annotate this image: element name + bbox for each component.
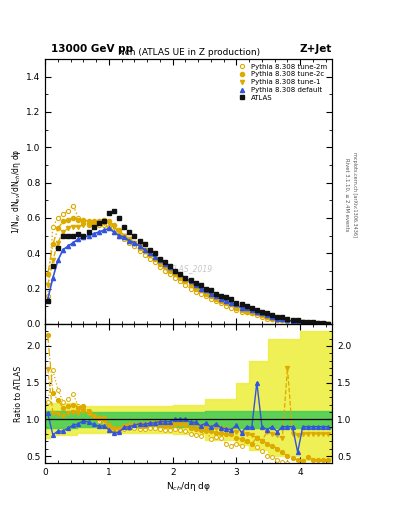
Pythia 8.308 tune-1	[152, 253, 157, 260]
Title: Nch (ATLAS UE in Z production): Nch (ATLAS UE in Z production)	[118, 48, 260, 57]
Text: Rivet 3.1.10, ≥ 2.4M events: Rivet 3.1.10, ≥ 2.4M events	[344, 158, 349, 231]
Pythia 8.308 tune-2m	[71, 202, 75, 208]
Y-axis label: 1/N$_{ev}$ dN$_{ev}$/dN$_{ch}$/dη dφ: 1/N$_{ev}$ dN$_{ev}$/dN$_{ch}$/dη dφ	[10, 148, 23, 234]
ATLAS	[234, 300, 239, 306]
Pythia 8.308 tune-2c	[234, 305, 239, 311]
Pythia 8.308 tune-2c	[326, 321, 331, 327]
Pythia 8.308 default	[321, 321, 325, 327]
Pythia 8.308 tune-2m	[234, 307, 239, 313]
Y-axis label: Ratio to ATLAS: Ratio to ATLAS	[14, 366, 23, 422]
ATLAS	[152, 250, 157, 257]
Pythia 8.308 tune-1	[321, 321, 325, 327]
Pythia 8.308 default	[234, 302, 239, 308]
Line: Pythia 8.308 tune-2c: Pythia 8.308 tune-2c	[46, 216, 331, 326]
Pythia 8.308 tune-2m	[265, 315, 270, 322]
X-axis label: N$_{ch}$/dη dφ: N$_{ch}$/dη dφ	[166, 480, 211, 493]
Line: ATLAS: ATLAS	[45, 208, 331, 326]
Text: mcplots.cern.ch [arXiv:1306.3436]: mcplots.cern.ch [arXiv:1306.3436]	[352, 152, 357, 237]
Pythia 8.308 tune-2m	[209, 296, 213, 302]
Pythia 8.308 default	[209, 291, 213, 297]
Line: Pythia 8.308 default: Pythia 8.308 default	[46, 226, 331, 326]
ATLAS	[50, 263, 55, 269]
Pythia 8.308 tune-2c	[71, 215, 75, 221]
Pythia 8.308 tune-2c	[224, 300, 229, 306]
Legend: Pythia 8.308 tune-2m, Pythia 8.308 tune-2c, Pythia 8.308 tune-1, Pythia 8.308 de: Pythia 8.308 tune-2m, Pythia 8.308 tune-…	[235, 62, 329, 102]
ATLAS	[224, 294, 229, 301]
Pythia 8.308 tune-1	[45, 282, 50, 288]
Pythia 8.308 tune-1	[91, 220, 96, 226]
Pythia 8.308 tune-2c	[50, 241, 55, 247]
Pythia 8.308 tune-2m	[45, 292, 50, 298]
Pythia 8.308 tune-2m	[326, 321, 331, 327]
ATLAS	[45, 298, 50, 304]
Pythia 8.308 tune-2m	[224, 303, 229, 309]
Pythia 8.308 tune-1	[50, 257, 55, 263]
Text: Z+Jet: Z+Jet	[300, 44, 332, 54]
Pythia 8.308 default	[326, 321, 331, 327]
Pythia 8.308 tune-2c	[265, 314, 270, 320]
Pythia 8.308 tune-2c	[209, 292, 213, 298]
Pythia 8.308 tune-2m	[152, 259, 157, 265]
ATLAS	[265, 310, 270, 316]
Pythia 8.308 tune-1	[224, 298, 229, 304]
ATLAS	[326, 321, 331, 327]
Line: Pythia 8.308 tune-1: Pythia 8.308 tune-1	[46, 221, 331, 326]
Pythia 8.308 tune-2c	[45, 271, 50, 278]
Pythia 8.308 default	[50, 275, 55, 281]
Pythia 8.308 default	[152, 253, 157, 260]
Pythia 8.308 default	[107, 225, 111, 231]
Pythia 8.308 tune-1	[209, 291, 213, 297]
Pythia 8.308 default	[45, 296, 50, 302]
ATLAS	[209, 287, 213, 293]
Pythia 8.308 tune-1	[265, 312, 270, 318]
Pythia 8.308 tune-2m	[50, 224, 55, 230]
Pythia 8.308 tune-1	[326, 321, 331, 327]
Pythia 8.308 tune-1	[234, 303, 239, 309]
Pythia 8.308 default	[224, 298, 229, 304]
Text: ATLAS_2019: ATLAS_2019	[165, 264, 212, 273]
ATLAS	[112, 208, 116, 214]
Text: 13000 GeV pp: 13000 GeV pp	[51, 44, 133, 54]
Line: Pythia 8.308 tune-2m: Pythia 8.308 tune-2m	[46, 203, 331, 326]
Pythia 8.308 default	[265, 312, 270, 318]
Pythia 8.308 tune-2c	[152, 255, 157, 262]
Pythia 8.308 tune-2m	[321, 321, 325, 327]
